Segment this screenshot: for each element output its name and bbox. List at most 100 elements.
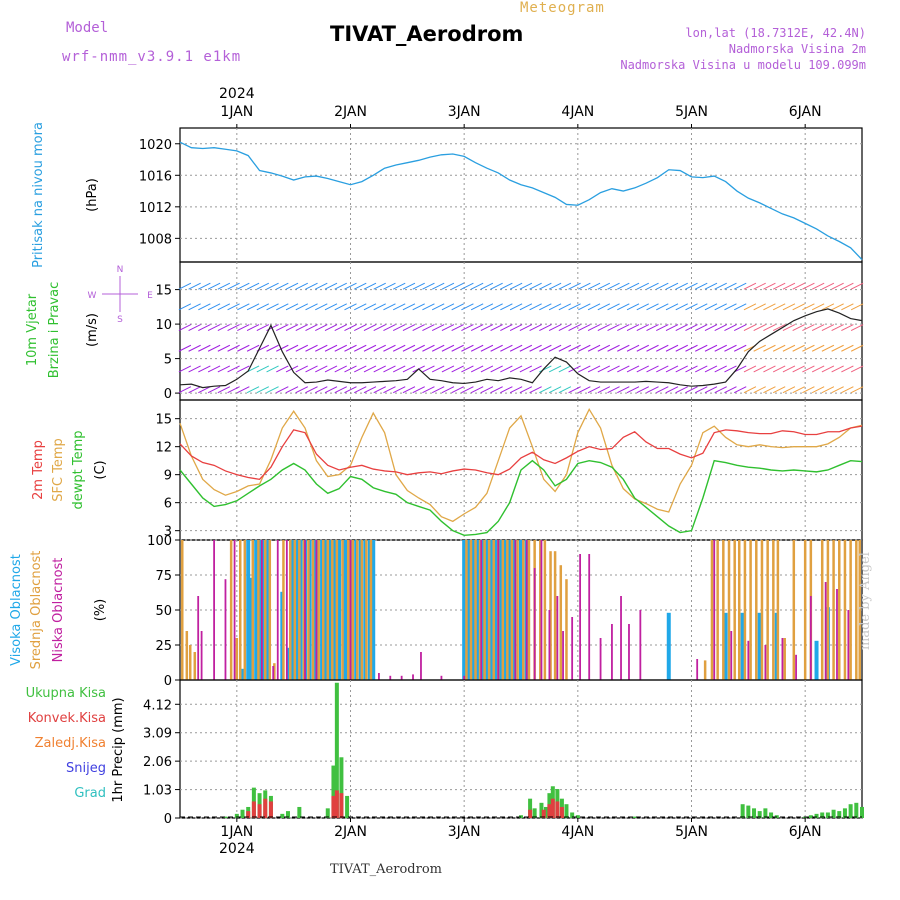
precip-bar: [825, 812, 830, 818]
wind-barb: [714, 386, 727, 394]
cloud-bar: [814, 640, 819, 680]
footer-station: TIVAT_Aerodrom: [330, 862, 442, 877]
wind-barb: [237, 365, 250, 373]
wind-barb: [617, 344, 630, 352]
wind-barb: [763, 365, 776, 373]
wind-barb: [656, 303, 669, 311]
cloud-bar: [235, 638, 239, 680]
wind-barb: [792, 386, 805, 394]
precip-bar: [251, 801, 256, 818]
wind-barb: [772, 365, 786, 373]
wind-barb: [587, 324, 601, 331]
wind-barb: [305, 282, 318, 290]
wind-barb: [626, 365, 640, 373]
wind-barb: [675, 324, 688, 331]
wind-barb: [539, 324, 552, 331]
wind-barb: [675, 386, 688, 394]
wind-barb: [695, 365, 708, 373]
wind-barb: [675, 344, 688, 352]
wind-barb: [548, 282, 562, 290]
wind-barb: [227, 324, 240, 331]
cloud-bar: [331, 540, 334, 680]
wind-barb: [276, 324, 289, 331]
cloud-bar: [522, 540, 525, 680]
wind-barb: [461, 282, 474, 290]
wind-barb: [675, 303, 688, 311]
cloud-ytick-label: 75: [155, 569, 172, 584]
sfc-temp-line: [179, 407, 863, 523]
wind-barb: [246, 282, 260, 290]
wind-barb: [558, 365, 572, 373]
wind-barb: [392, 365, 406, 373]
wind-barb: [509, 282, 523, 290]
wind-barb: [802, 386, 815, 394]
wind-barb: [324, 303, 338, 311]
wind-axis-label: 10m Vjetar: [25, 293, 40, 366]
wind-barb: [841, 344, 854, 352]
wind-barb: [207, 344, 221, 352]
cloud-bar: [471, 540, 476, 680]
cloud-bar: [795, 654, 797, 680]
cloud-ytick-label: 50: [155, 604, 172, 619]
wind-barb: [315, 344, 328, 352]
wind-barb: [237, 344, 250, 352]
wind-barb: [743, 282, 757, 290]
wind-barb: [227, 386, 240, 394]
cloud-bar: [243, 540, 247, 680]
cloud-bar: [527, 540, 531, 680]
wind-barb: [656, 386, 669, 394]
wind-barb: [441, 303, 455, 311]
temp2m-line: [179, 425, 863, 481]
precip-ytick-label: 2.06: [143, 755, 172, 770]
wind-barb: [373, 282, 386, 290]
precip-bar: [831, 809, 836, 818]
cloud-bar: [337, 540, 342, 680]
wind-barb: [626, 324, 640, 331]
wind-barb: [646, 365, 659, 373]
wind-barb: [753, 282, 766, 290]
cloud-bar: [181, 540, 184, 680]
cloud-bar: [514, 540, 517, 680]
wind-barb: [646, 303, 659, 311]
cloud-bar: [332, 540, 337, 680]
top-xtick-label: 5JAN: [675, 104, 708, 120]
cloud-bar: [321, 540, 325, 680]
wind-barb: [500, 386, 513, 394]
cloud-bar: [703, 660, 707, 680]
precip-bar: [547, 804, 552, 818]
wind-barb: [841, 303, 854, 311]
top-year-label: 2024: [219, 86, 255, 102]
cloud-bar: [462, 540, 467, 680]
cloud-bar: [420, 652, 422, 680]
wind-ytick-label: 10: [155, 318, 172, 333]
wind-barb: [422, 282, 435, 290]
cloud-bar: [666, 612, 671, 680]
cloud-bar: [549, 551, 552, 680]
wind-barb: [363, 303, 377, 311]
wind-barb: [441, 365, 455, 373]
wind-barb: [772, 386, 786, 394]
cloud-bar: [743, 540, 747, 680]
wind-barb: [548, 344, 562, 352]
wind-barb: [587, 386, 601, 394]
cloud-bar: [757, 612, 762, 680]
pressure-ytick-label: 1008: [139, 232, 172, 247]
wind-barb: [607, 386, 620, 394]
wind-barb: [470, 386, 484, 394]
precip-bar: [848, 804, 853, 818]
cloud-bar: [713, 540, 716, 680]
wind-barb: [266, 344, 279, 352]
pressure-ytick-label: 1020: [139, 138, 172, 153]
wind-barb: [441, 386, 455, 394]
wind-barb: [431, 344, 445, 352]
pressure-line: [179, 141, 863, 261]
wind-barb: [500, 344, 513, 352]
wind-barb: [597, 324, 611, 331]
temp-axis-label-1: 2m Temp: [31, 440, 46, 500]
cloud-axis-label-2: Srednja Oblacnost: [29, 551, 44, 670]
cloud-bar: [188, 645, 192, 680]
altitude-info: Nadmorska Visina 2m: [728, 42, 866, 56]
wind-barb: [821, 303, 835, 311]
wind-barb: [733, 324, 747, 331]
